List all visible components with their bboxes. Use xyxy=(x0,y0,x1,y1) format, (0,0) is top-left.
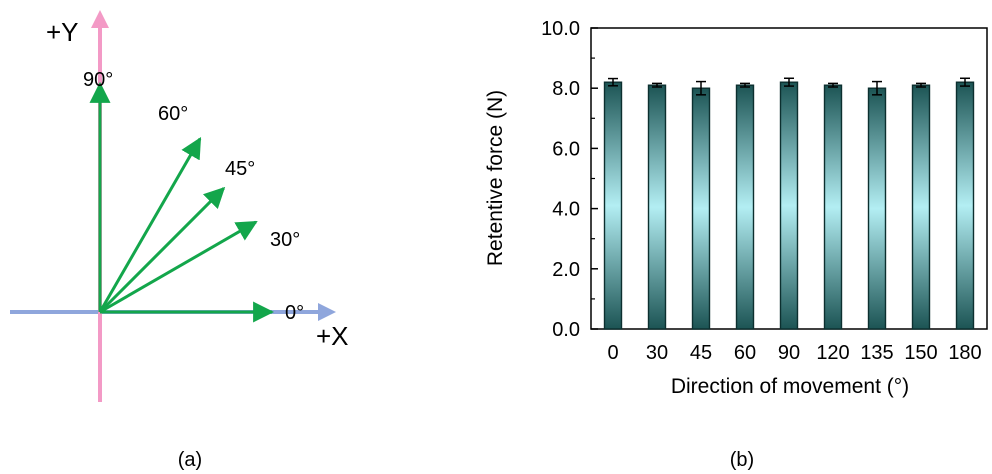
vector-45-label: 45° xyxy=(225,158,255,180)
x-tick-label: 135 xyxy=(860,342,893,364)
x-tick-label: 0 xyxy=(607,342,618,364)
vector-0-label: 0° xyxy=(285,302,304,324)
bar-150 xyxy=(911,84,931,330)
bar-0 xyxy=(603,81,623,330)
y-tick-label: 4.0 xyxy=(552,199,580,221)
direction-diagram: +X +Y 0° 30° 45° 60° 90° (a) xyxy=(10,10,349,471)
x-tick-label: 120 xyxy=(816,342,849,364)
x-tick-label: 30 xyxy=(646,342,668,364)
bar-90 xyxy=(779,81,799,330)
x-tick-label: 150 xyxy=(904,342,937,364)
vector-30-label: 30° xyxy=(270,229,300,251)
panel-b-label: (b) xyxy=(730,449,754,471)
bar-30 xyxy=(647,84,667,330)
bar-135 xyxy=(867,87,887,330)
bar-45 xyxy=(691,87,711,330)
y-tick-label: 6.0 xyxy=(552,138,580,160)
y-axis-label: +Y xyxy=(46,17,79,47)
y-axis-arrowhead xyxy=(91,10,109,28)
x-axis-arrowhead xyxy=(318,303,336,321)
bar-120 xyxy=(823,84,843,330)
x-axis: 0 30 45 60 90 120 135 150 180 xyxy=(607,342,981,364)
panel-a-label: (a) xyxy=(178,449,202,471)
y-axis-title: Retentive force (N) xyxy=(484,90,507,266)
bar-series xyxy=(603,77,975,330)
vector-45-arrow xyxy=(98,186,226,314)
retentive-force-chart: 0.0 2.0 4.0 6.0 8.0 10.0 0 30 45 60 90 120 135 150 18… xyxy=(484,18,988,471)
vector-30-arrow xyxy=(99,220,258,314)
y-axis: 0.0 2.0 4.0 6.0 8.0 10.0 xyxy=(541,18,598,341)
vector-90-label: 90° xyxy=(83,69,113,91)
x-tick-label: 90 xyxy=(778,342,800,364)
x-axis-label: +X xyxy=(316,321,349,351)
x-tick-label: 180 xyxy=(948,342,981,364)
y-tick-label: 10.0 xyxy=(541,18,580,40)
y-tick-label: 0.0 xyxy=(552,319,580,341)
x-tick-label: 60 xyxy=(734,342,756,364)
bar-180 xyxy=(955,81,975,330)
y-tick-label: 8.0 xyxy=(552,78,580,100)
y-tick-label: 2.0 xyxy=(552,259,580,281)
vector-60-label: 60° xyxy=(158,103,188,125)
direction-vectors: 0° 30° 45° 60° 90° xyxy=(83,69,304,324)
bar-60 xyxy=(735,84,755,330)
x-axis-title: Direction of movement (°) xyxy=(671,375,909,398)
x-tick-label: 45 xyxy=(690,342,712,364)
vector-60-arrow xyxy=(98,136,202,313)
